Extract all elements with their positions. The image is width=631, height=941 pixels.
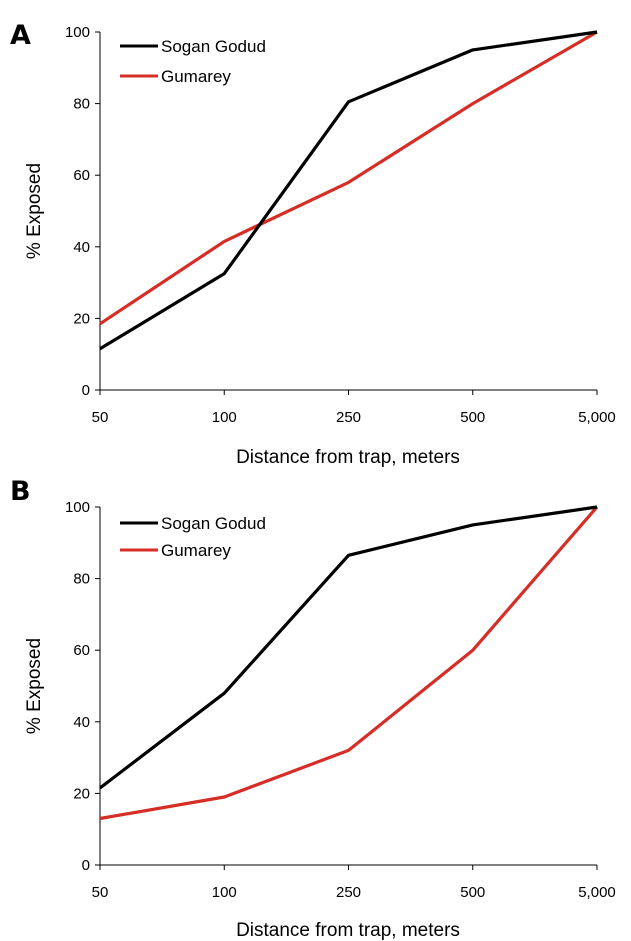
- panel-b-y-tick-label: 20: [73, 785, 90, 802]
- panel-a-plot-area: 0 20 40 60 80 100 50 100 250 500 5,000: [65, 24, 616, 426]
- panel-a-y-tick-label: 100: [65, 24, 90, 41]
- panel-b-series-line-gumarey: [99, 505, 599, 821]
- panel-a-y-tick-label: 80: [73, 96, 90, 113]
- panel-b-x-axis-label: Distance from trap, meters: [236, 920, 460, 941]
- panel-b-y-tick-label: 60: [73, 642, 90, 659]
- panel-b-x-tick-label: 5,000: [578, 884, 616, 901]
- panel-b-letter: B: [10, 476, 31, 507]
- panel-b-y-tick-label: 80: [73, 571, 90, 588]
- panel-a-legend: Sogan Godud Gumarey: [120, 37, 266, 86]
- panel-a-series-line-sogan-godud: [99, 30, 598, 351]
- panel-a-y-axis-label: % Exposed: [24, 163, 45, 259]
- panel-b-x-tick-label: 100: [212, 884, 237, 901]
- panel-a-x-tick-label: 500: [460, 409, 485, 426]
- panel-a-legend-label-sogan-godud: Sogan Godud: [161, 37, 266, 56]
- panel-b-series-line-sogan-godud: [99, 505, 598, 790]
- panel-b-legend-label-sogan-godud: Sogan Godud: [161, 514, 266, 533]
- chart-panel-b: B % Exposed Distance from trap, meters 0…: [10, 476, 616, 941]
- panel-b-legend: Sogan Godud Gumarey: [120, 514, 266, 560]
- panel-b-y-tick-label: 0: [82, 857, 90, 874]
- panel-a-x-axis-label: Distance from trap, meters: [236, 447, 460, 468]
- panel-a-x-tick-label: 100: [212, 409, 237, 426]
- panel-b-x-tick-label: 500: [460, 884, 485, 901]
- panel-b-y-axis-label: % Exposed: [24, 638, 45, 734]
- panel-b-x-tick-label: 50: [92, 884, 109, 901]
- panel-a-y-tick-label: 40: [73, 239, 90, 256]
- panel-b-y-tick-label: 40: [73, 714, 90, 731]
- panel-b-legend-label-gumarey: Gumarey: [161, 541, 231, 560]
- panel-a-letter: A: [10, 20, 31, 51]
- panel-a-x-tick-label: 50: [92, 409, 109, 426]
- panel-a-y-tick-label: 0: [82, 382, 90, 399]
- chart-panel-a: A % Exposed Distance from trap, meters 0…: [10, 20, 616, 468]
- panel-a-y-tick-label: 20: [73, 310, 90, 327]
- panel-b-x-tick-label: 250: [336, 884, 361, 901]
- panel-a-x-tick-label: 250: [336, 409, 361, 426]
- panel-a-series-line-gumarey: [99, 30, 598, 326]
- panel-a-y-tick-label: 60: [73, 167, 90, 184]
- panel-a-x-tick-label: 5,000: [578, 409, 616, 426]
- panel-a-legend-label-gumarey: Gumarey: [161, 67, 231, 86]
- panel-b-y-tick-label: 100: [65, 499, 90, 516]
- panel-b-plot-area: 0 20 40 60 80 100 50 100 250 500 5,000: [65, 499, 616, 901]
